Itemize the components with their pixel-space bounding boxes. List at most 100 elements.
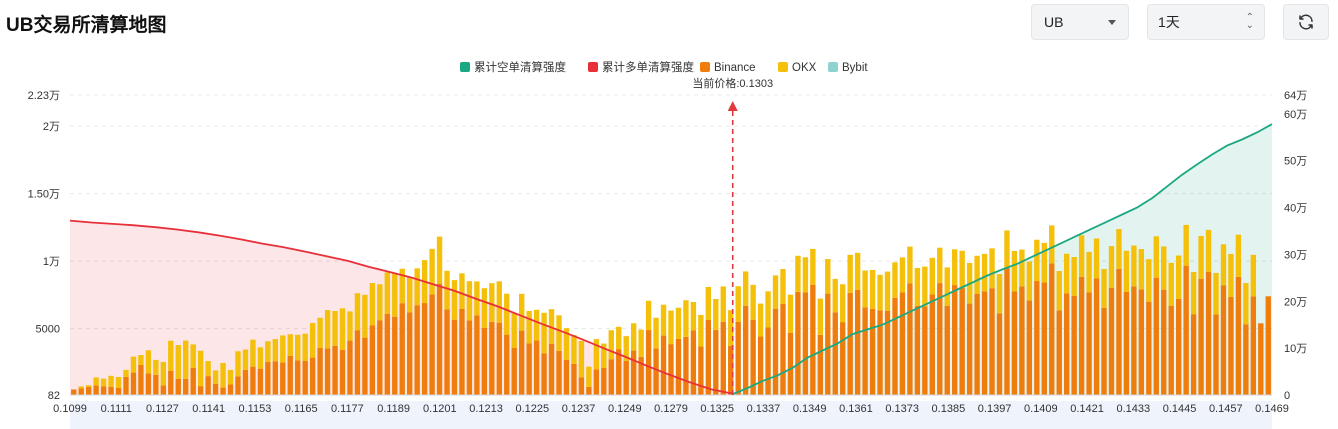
bar-binance xyxy=(884,310,891,395)
x-tick-label: 0.1099 xyxy=(53,403,87,415)
bar-binance xyxy=(504,334,510,395)
bar-binance xyxy=(496,322,502,395)
bar-okx xyxy=(1161,246,1167,290)
short-cumulative-line xyxy=(732,123,1273,395)
bar-okx xyxy=(541,312,547,354)
bar-binance xyxy=(160,385,167,395)
bar-okx xyxy=(511,313,517,349)
bar-binance xyxy=(1138,289,1145,395)
bar-okx xyxy=(153,359,159,375)
bar-binance xyxy=(757,336,764,395)
y-right-tick-label: 20万 xyxy=(1284,296,1307,308)
bar-binance xyxy=(705,319,712,395)
bar-okx xyxy=(780,269,786,304)
bar-okx xyxy=(787,294,794,333)
bar-okx xyxy=(720,286,726,322)
bar-binance xyxy=(153,374,159,395)
y-left-tick-label: 2万 xyxy=(43,121,60,133)
bar-okx xyxy=(1071,257,1077,296)
timeframe-select-value: 1天 xyxy=(1158,14,1180,30)
bar-binance xyxy=(825,293,831,395)
bar-binance xyxy=(601,367,607,395)
bar-okx xyxy=(138,355,144,366)
bar-binance xyxy=(287,355,293,395)
bar-okx xyxy=(713,299,719,330)
bar-okx xyxy=(466,281,473,321)
bar-okx xyxy=(735,286,741,322)
bar-okx xyxy=(877,274,883,311)
bar-binance xyxy=(578,377,585,395)
y-right-tick-label: 40万 xyxy=(1284,203,1307,215)
bar-binance xyxy=(444,309,450,395)
bar-binance xyxy=(1078,276,1085,395)
bar-binance xyxy=(571,363,577,395)
bar-binance xyxy=(548,343,555,395)
bar-binance xyxy=(735,321,741,395)
bar-binance xyxy=(429,294,435,395)
bar-binance xyxy=(1146,301,1152,395)
legend-item: 累计多单清算强度 xyxy=(602,60,694,74)
bar-okx xyxy=(519,293,525,331)
bar-binance xyxy=(981,291,988,395)
bar-binance xyxy=(840,322,846,395)
bar-okx xyxy=(1220,244,1227,286)
chevron-updown-icon: ⌃ ⌄ xyxy=(1245,12,1254,31)
bar-okx xyxy=(1093,238,1100,279)
bar-binance xyxy=(1235,276,1242,395)
bar-binance xyxy=(630,350,637,395)
bar-okx xyxy=(638,329,644,357)
legend-swatch xyxy=(700,62,710,72)
bar-okx xyxy=(1146,259,1152,302)
bar-binance xyxy=(914,305,921,395)
x-tick-label: 0.1337 xyxy=(747,403,781,415)
bar-binance xyxy=(907,283,913,395)
bar-okx xyxy=(869,269,876,309)
bar-binance xyxy=(1041,282,1047,395)
bar-okx xyxy=(1123,250,1130,292)
bar-binance xyxy=(1049,263,1055,395)
x-tick-label: 0.1397 xyxy=(978,403,1012,415)
x-tick-label: 0.1189 xyxy=(377,403,410,415)
bar-okx xyxy=(347,311,353,341)
legend-item: Bybit xyxy=(842,62,868,74)
bar-binance xyxy=(1243,324,1249,395)
bar-binance xyxy=(1250,296,1257,395)
timeframe-select[interactable]: 1天 ⌃ ⌄ xyxy=(1147,4,1265,40)
bar-binance xyxy=(772,308,779,395)
bar-okx xyxy=(586,366,592,387)
bar-okx xyxy=(728,310,734,346)
legend-item: OKX xyxy=(792,62,817,74)
bar-binance xyxy=(227,384,234,395)
bar-binance xyxy=(265,362,271,395)
bar-okx xyxy=(451,280,458,320)
bar-binance xyxy=(272,361,278,395)
bar-binance xyxy=(526,343,532,395)
bar-okx xyxy=(459,273,465,309)
bar-binance xyxy=(1161,289,1167,395)
bar-binance xyxy=(616,349,622,395)
bar-okx xyxy=(504,293,510,335)
y-left-tick-label: 5000 xyxy=(36,324,60,336)
long-cumulative-line xyxy=(69,219,733,395)
bar-okx xyxy=(996,274,1003,314)
legend-swatch xyxy=(828,62,838,72)
bar-binance xyxy=(436,283,443,395)
bar-okx xyxy=(168,340,174,371)
bar-okx xyxy=(339,308,346,350)
bar-okx xyxy=(295,334,301,361)
coin-select[interactable]: UB xyxy=(1031,4,1129,40)
bar-okx xyxy=(571,335,577,364)
bar-binance xyxy=(862,307,868,395)
bar-binance xyxy=(959,287,965,395)
bar-binance xyxy=(586,386,592,395)
bar-okx xyxy=(190,344,196,368)
bar-okx xyxy=(645,300,652,331)
bar-binance xyxy=(1131,286,1137,395)
refresh-button[interactable] xyxy=(1283,4,1329,40)
x-tick-label: 0.1225 xyxy=(515,403,549,415)
x-tick-label: 0.1279 xyxy=(654,403,688,415)
bar-binance xyxy=(115,387,122,395)
bar-binance xyxy=(1101,307,1107,395)
legend[interactable]: 累计空单清算强度 累计多单清算强度 Binance OKX Bybit xyxy=(460,60,868,74)
bar-binance xyxy=(280,362,286,395)
